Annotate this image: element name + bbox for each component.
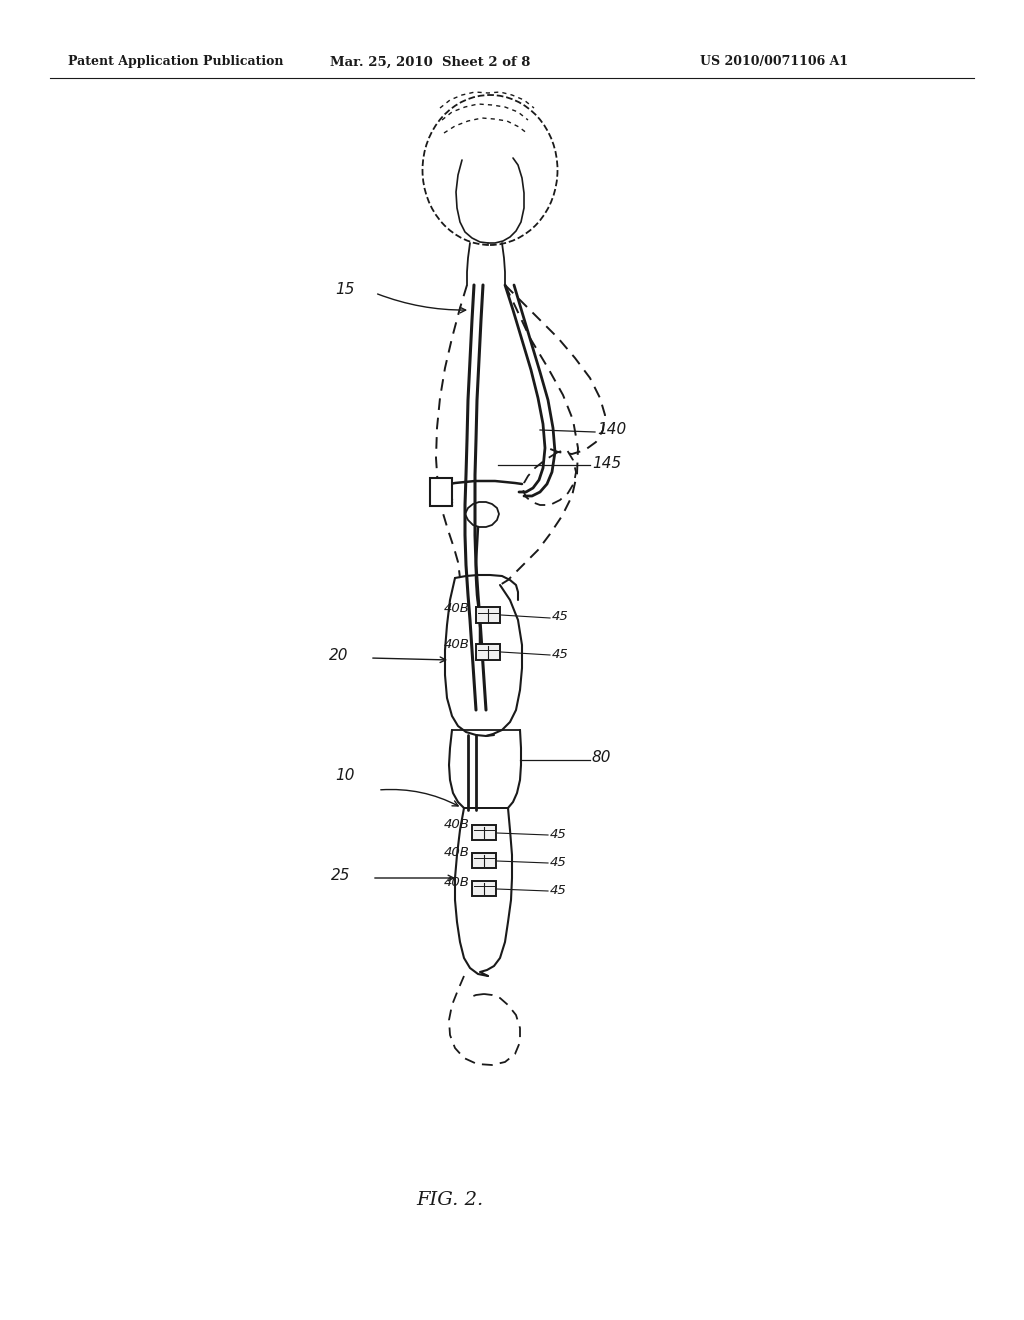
- Text: Patent Application Publication: Patent Application Publication: [68, 55, 284, 69]
- Text: 80: 80: [592, 751, 611, 766]
- Text: 20: 20: [329, 648, 348, 663]
- Text: 140: 140: [597, 422, 627, 437]
- FancyBboxPatch shape: [476, 607, 500, 623]
- Text: 145: 145: [592, 455, 622, 470]
- Text: FIG. 2.: FIG. 2.: [417, 1191, 483, 1209]
- Text: 40B: 40B: [444, 875, 470, 888]
- Text: 45: 45: [550, 883, 566, 896]
- Text: 40B: 40B: [444, 602, 470, 615]
- FancyBboxPatch shape: [472, 825, 496, 840]
- Bar: [430, 478, 452, 506]
- Text: 15: 15: [336, 282, 355, 297]
- FancyBboxPatch shape: [472, 853, 496, 867]
- Text: 25: 25: [331, 867, 350, 883]
- Text: US 2010/0071106 A1: US 2010/0071106 A1: [700, 55, 848, 69]
- FancyBboxPatch shape: [472, 880, 496, 895]
- Text: Mar. 25, 2010  Sheet 2 of 8: Mar. 25, 2010 Sheet 2 of 8: [330, 55, 530, 69]
- Text: 40B: 40B: [444, 846, 470, 859]
- Text: 40B: 40B: [444, 639, 470, 652]
- FancyBboxPatch shape: [476, 644, 500, 660]
- Text: 45: 45: [550, 855, 566, 869]
- Text: 40B: 40B: [444, 818, 470, 832]
- Text: 45: 45: [552, 648, 568, 660]
- Text: 45: 45: [550, 828, 566, 841]
- Text: 10: 10: [336, 767, 355, 783]
- Text: 45: 45: [552, 610, 568, 623]
